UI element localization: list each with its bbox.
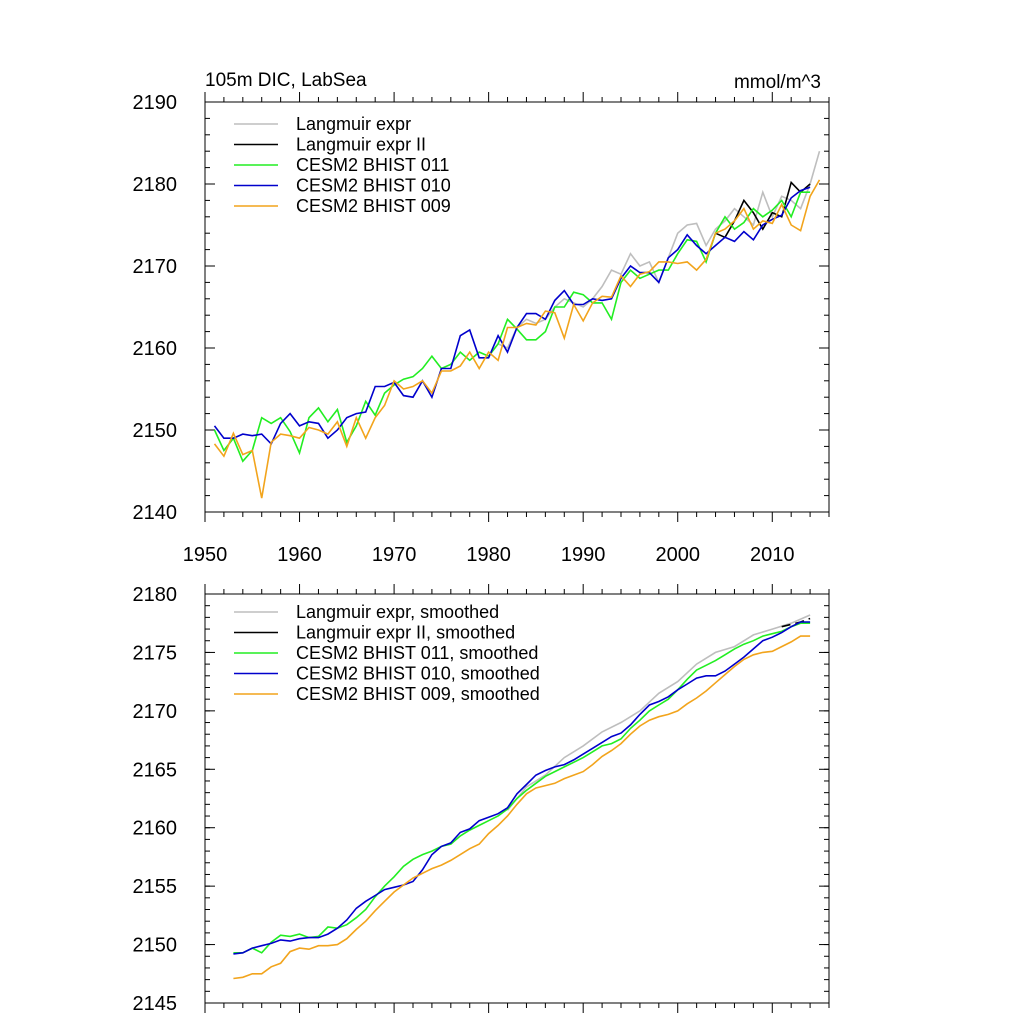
x-tick-label: 1950	[183, 544, 228, 566]
legend-label: CESM2 BHIST 009	[296, 196, 451, 216]
y-tick-label: 2145	[133, 993, 178, 1015]
legend-label: CESM2 BHIST 011, smoothed	[296, 643, 538, 663]
legend-label: CESM2 BHIST 010, smoothed	[296, 664, 540, 684]
legend-label: CESM2 BHIST 009, smoothed	[296, 684, 540, 704]
x-tick-label: 1960	[277, 544, 322, 566]
bottom-panel-dic-smoothed: 2145 2150 2155 2160 2165 2170 2175 2180 Langmuir…	[133, 584, 830, 1015]
x-tick-label: 1990	[561, 544, 606, 566]
y-tick-label: 2190	[133, 92, 178, 114]
y-tick-label: 2160	[133, 818, 178, 840]
units-label: mmol/m^3	[734, 72, 821, 93]
y-tick-label: 2180	[133, 174, 178, 196]
series-line-cesm2-bhist-009-smoothed	[233, 635, 811, 980]
x-tick-label: 2010	[750, 544, 795, 566]
legend-label: Langmuir expr, smoothed	[296, 602, 499, 622]
series-line-langmuir-expr-ii-smoothed	[781, 617, 811, 628]
x-tick-label: 1970	[372, 544, 417, 566]
plot-frame	[204, 101, 830, 513]
series-line-langmuir-expr-smoothed	[506, 614, 811, 811]
y-tick-label: 2155	[133, 876, 178, 898]
series-line-langmuir-expr-ii	[715, 180, 811, 239]
series-line-cesm2-bhist-010	[213, 186, 811, 446]
y-tick-label: 2165	[133, 759, 178, 781]
y-tick-label: 2175	[133, 642, 178, 664]
y-tick-label: 2170	[133, 701, 178, 723]
legend-label: CESM2 BHIST 011	[296, 155, 449, 175]
top-panel-dic-timeseries: 105m DIC, LabSea mmol/m^3 2140 2150 2160 2170…	[133, 70, 830, 566]
series-line-cesm2-bhist-009	[213, 179, 821, 499]
y-tick-label: 2160	[133, 338, 178, 360]
legend-label: CESM2 BHIST 010	[296, 176, 451, 196]
series-line-langmuir-expr	[487, 150, 821, 357]
chart-title: 105m DIC, LabSea	[205, 70, 367, 91]
y-tick-label: 2170	[133, 256, 178, 278]
y-tick-label: 2140	[133, 502, 178, 524]
x-tick-label: 1980	[466, 544, 511, 566]
legend-label: Langmuir expr II, smoothed	[296, 623, 515, 643]
legend-label: Langmuir expr	[296, 114, 411, 134]
legend-label: Langmuir expr II	[296, 135, 426, 155]
x-tick-label: 2000	[655, 544, 700, 566]
series-line-cesm2-bhist-011-smoothed	[233, 622, 811, 954]
plot-frame	[204, 593, 830, 1004]
y-tick-label: 2150	[133, 420, 178, 442]
series-line-cesm2-bhist-010-smoothed	[233, 621, 811, 955]
y-tick-label: 2180	[133, 584, 178, 606]
y-tick-label: 2150	[133, 935, 178, 957]
